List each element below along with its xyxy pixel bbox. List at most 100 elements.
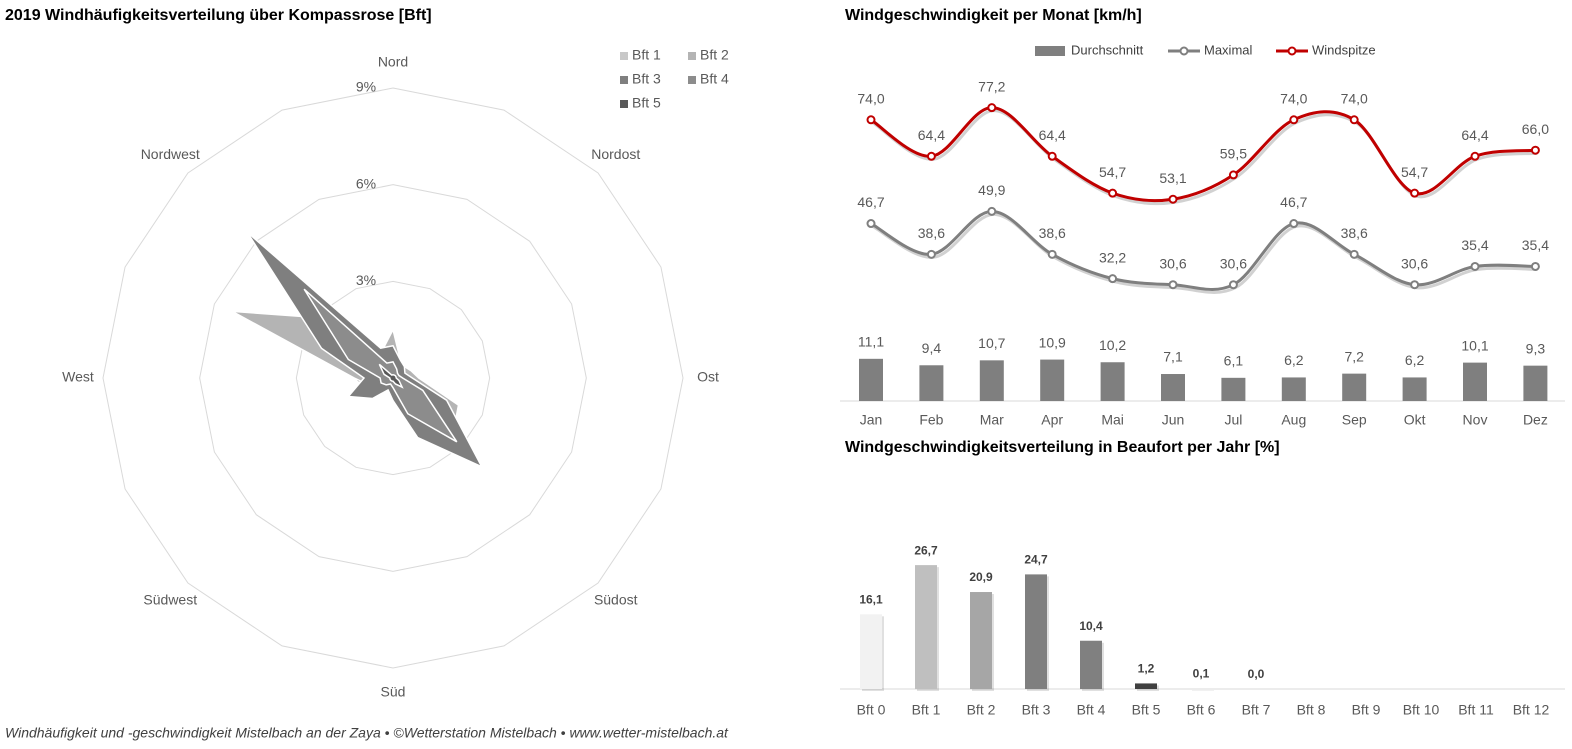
x-tick-label: Dez — [1523, 412, 1548, 428]
bar — [979, 360, 1004, 401]
x-tick-label: Bft 8 — [1297, 702, 1326, 718]
bar — [1342, 373, 1367, 401]
data-label: 54,7 — [1401, 164, 1428, 180]
bar — [1281, 377, 1306, 401]
data-label: 9,3 — [1526, 340, 1546, 356]
legend-label: Bft 5 — [632, 95, 661, 111]
marker — [866, 115, 876, 125]
bar — [1221, 377, 1246, 401]
x-tick-label: Bft 0 — [857, 702, 886, 718]
x-tick-label: Sep — [1342, 412, 1367, 428]
marker — [1530, 145, 1540, 155]
category-label: Nord — [378, 54, 408, 70]
chart-title: Windgeschwindigkeitsverteilung in Beaufo… — [845, 439, 1280, 456]
category-label: Nordost — [591, 146, 640, 162]
radar-area — [378, 363, 404, 389]
data-label: 74,0 — [1341, 91, 1368, 107]
r-tick-label: 9% — [356, 79, 376, 95]
legend-marker — [1287, 46, 1297, 56]
x-tick-label: Bft 7 — [1242, 702, 1271, 718]
x-tick-label: Bft 4 — [1077, 702, 1106, 718]
data-label: 53,1 — [1159, 170, 1186, 186]
x-tick-label: Mar — [980, 412, 1004, 428]
legend-swatch — [1035, 46, 1065, 56]
legend-label: Bft 4 — [700, 71, 729, 87]
x-tick-label: Bft 2 — [967, 702, 996, 718]
data-label: 9,4 — [922, 340, 942, 356]
legend-label: Bft 3 — [632, 71, 661, 87]
marker — [987, 103, 997, 113]
category-label: West — [62, 369, 94, 385]
data-label: 0,0 — [1248, 667, 1265, 681]
x-tick-label: Bft 11 — [1458, 702, 1494, 718]
data-label: 74,0 — [1280, 91, 1307, 107]
marker — [1228, 170, 1238, 180]
bar — [1040, 359, 1065, 401]
marker — [926, 151, 936, 161]
x-tick-label: Bft 9 — [1352, 702, 1381, 718]
bar — [1523, 365, 1548, 401]
data-label: 7,2 — [1344, 348, 1364, 364]
r-tick-label: 3% — [356, 272, 376, 288]
data-label: 64,4 — [1461, 127, 1488, 143]
bar — [915, 565, 937, 689]
legend-swatch — [620, 76, 628, 84]
data-label: 10,2 — [1099, 337, 1126, 353]
x-tick-label: Jun — [1162, 412, 1185, 428]
x-tick-label: Bft 10 — [1403, 702, 1440, 718]
data-label: 64,4 — [1039, 127, 1066, 143]
marker — [1349, 115, 1359, 125]
marker — [1108, 188, 1118, 198]
marker — [1349, 249, 1359, 259]
legend-label: Bft 2 — [700, 47, 729, 63]
data-label: 6,2 — [1405, 352, 1425, 368]
marker — [1289, 115, 1299, 125]
data-label: 1,2 — [1138, 662, 1155, 676]
data-label: 10,9 — [1039, 334, 1066, 350]
marker — [1228, 280, 1238, 290]
data-label: 77,2 — [978, 78, 1005, 94]
marker — [1168, 280, 1178, 290]
marker — [1470, 151, 1480, 161]
legend-swatch — [620, 52, 628, 60]
x-tick-label: Jan — [860, 412, 883, 428]
data-label: 6,2 — [1284, 352, 1304, 368]
x-tick-label: Bft 12 — [1513, 702, 1550, 718]
x-tick-label: Mai — [1101, 412, 1124, 428]
data-label: 7,1 — [1163, 349, 1183, 365]
grid-ring — [199, 184, 587, 572]
marker — [866, 219, 876, 229]
data-label: 10,7 — [978, 335, 1005, 351]
data-label: 46,7 — [857, 194, 884, 210]
x-tick-label: Okt — [1404, 412, 1426, 428]
data-label: 59,5 — [1220, 146, 1247, 162]
line — [870, 209, 1536, 291]
marker — [1410, 188, 1420, 198]
marker — [1289, 219, 1299, 229]
x-tick-label: Aug — [1281, 412, 1306, 428]
legend-label: Windspitze — [1312, 42, 1376, 57]
category-label: Süd — [381, 684, 406, 700]
data-label: 49,9 — [978, 182, 1005, 198]
marker — [1410, 280, 1420, 290]
bar — [1161, 374, 1185, 401]
legend-label: Durchschnitt — [1071, 42, 1144, 57]
legend-swatch — [620, 100, 628, 108]
data-label: 54,7 — [1099, 164, 1126, 180]
legend-swatch — [688, 52, 696, 60]
r-tick-label: 6% — [356, 175, 376, 191]
data-label: 38,6 — [918, 225, 945, 241]
marker — [987, 206, 997, 216]
x-tick-label: Jul — [1224, 412, 1242, 428]
marker — [926, 249, 936, 259]
data-label: 30,6 — [1220, 255, 1247, 271]
legend-swatch — [688, 76, 696, 84]
data-label: 10,4 — [1079, 619, 1103, 633]
chart-title: Windgeschwindigkeit per Monat [km/h] — [845, 7, 1142, 24]
legend-label: Maximal — [1204, 42, 1253, 57]
bar — [1402, 377, 1427, 401]
x-tick-label: Bft 1 — [912, 702, 941, 718]
legend-marker — [1179, 46, 1189, 56]
